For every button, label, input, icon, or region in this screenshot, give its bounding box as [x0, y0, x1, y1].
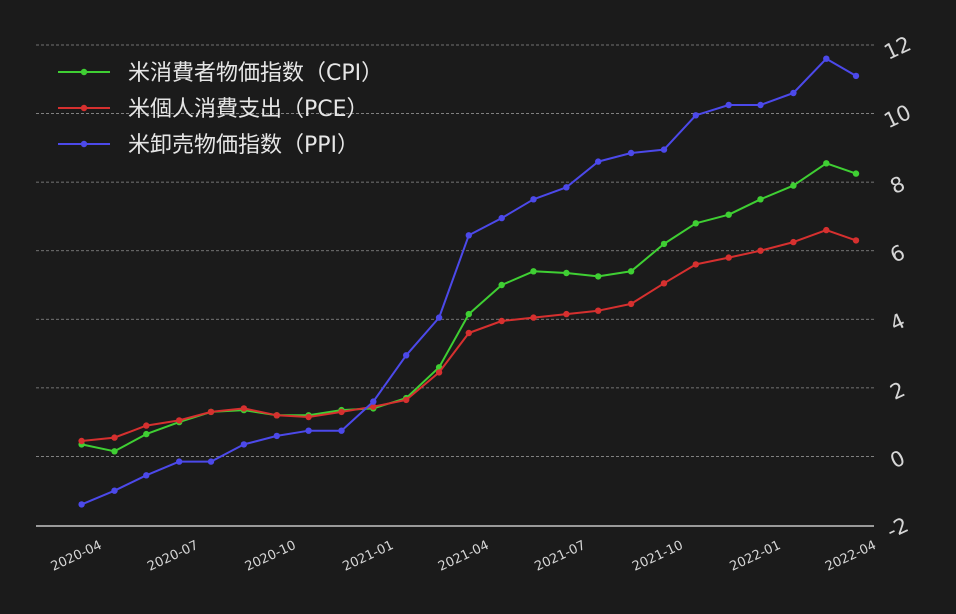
data-point-s1-2 [143, 422, 150, 429]
y-tick-label: 8 [886, 172, 908, 199]
x-tick-label: 2020-04 [49, 538, 105, 575]
data-point-s2-6 [273, 432, 280, 440]
data-point-s1-19 [692, 261, 699, 268]
data-point-s0-17 [627, 268, 635, 275]
data-point-s2-16 [595, 158, 602, 165]
data-point-s1-8 [338, 408, 345, 416]
data-point-s2-7 [305, 427, 312, 434]
data-point-s1-16 [595, 307, 602, 314]
data-point-s2-0 [78, 501, 85, 508]
x-tick-label: 2021-07 [532, 538, 588, 575]
legend: 米消費者物価指数（CPI） 米個人消費支出（PCE） 米卸売物価指数（PPI） [58, 61, 383, 158]
legend-label-1: 米個人消費支出（PCE） [128, 97, 369, 122]
legend-label-2: 米卸売物価指数（PPI） [128, 133, 359, 158]
data-point-s0-23 [823, 160, 830, 167]
data-point-s2-20 [725, 101, 732, 109]
y-tick-label: -2 [883, 513, 912, 544]
data-point-s0-14 [530, 268, 537, 275]
data-point-s1-13 [498, 317, 505, 325]
data-point-s2-3 [176, 458, 183, 465]
data-point-s2-10 [403, 352, 410, 359]
data-point-s2-2 [143, 472, 150, 479]
data-point-s1-23 [823, 226, 830, 234]
x-tick-label: 2021-01 [340, 538, 396, 575]
data-point-s1-5 [240, 405, 248, 412]
data-point-s1-9 [370, 403, 377, 410]
data-point-s2-4 [207, 458, 215, 465]
data-point-s2-23 [823, 55, 830, 62]
data-point-s0-21 [757, 196, 764, 203]
data-point-s1-6 [273, 412, 280, 419]
y-tick-label: 2 [886, 377, 908, 404]
data-point-s1-7 [305, 413, 312, 421]
y-tick-label: 6 [886, 240, 908, 267]
y-tick-label: 4 [886, 309, 908, 336]
data-point-s2-14 [530, 196, 537, 203]
data-point-s2-19 [692, 112, 699, 119]
legend-swatch-marker-1 [80, 104, 88, 112]
x-tick-label: 2021-04 [436, 538, 492, 575]
data-point-s0-2 [143, 430, 150, 438]
legend-label-0: 米消費者物価指数（CPI） [128, 61, 383, 86]
data-point-s1-12 [465, 329, 472, 337]
data-point-s2-24 [852, 72, 860, 80]
data-point-s0-12 [465, 310, 472, 318]
x-tick-label: 2021-10 [630, 538, 686, 575]
data-point-s2-11 [435, 314, 443, 321]
data-point-s1-4 [207, 408, 215, 416]
data-point-s1-22 [790, 238, 797, 246]
data-point-s1-20 [725, 254, 732, 261]
data-point-s1-11 [435, 369, 443, 376]
data-point-s0-20 [725, 211, 732, 218]
data-point-s2-13 [498, 214, 505, 222]
data-point-s1-1 [111, 434, 118, 441]
x-tick-label: 2022-04 [823, 538, 879, 575]
data-point-s2-1 [111, 487, 118, 494]
data-point-s2-5 [240, 441, 248, 448]
x-tick-label: 2020-10 [243, 538, 299, 575]
x-tick-label: 2022-01 [728, 538, 784, 575]
data-point-s2-12 [465, 232, 472, 239]
x-tick-label: 2020-07 [145, 538, 201, 575]
data-point-s1-14 [530, 314, 537, 321]
data-point-s0-1 [111, 448, 118, 455]
series-layer [78, 55, 860, 508]
data-point-s1-0 [78, 437, 85, 445]
data-point-s1-21 [757, 247, 764, 254]
y-tick-label: 10 [880, 100, 914, 133]
data-point-s2-15 [563, 184, 570, 191]
data-point-s0-24 [852, 170, 860, 177]
series-line-2 [81, 57, 857, 506]
legend-swatch-marker-0 [80, 68, 88, 76]
data-point-s0-13 [498, 281, 505, 289]
data-point-s1-24 [852, 237, 860, 244]
data-point-s0-19 [692, 220, 699, 227]
data-point-s2-21 [757, 101, 764, 109]
data-point-s0-18 [660, 240, 668, 248]
data-point-s0-16 [595, 273, 602, 280]
data-point-s1-17 [627, 300, 635, 308]
y-tick-label: 0 [886, 446, 908, 473]
series-line-0 [81, 162, 857, 453]
data-point-s2-17 [627, 149, 635, 157]
data-point-s1-18 [660, 280, 668, 287]
legend-swatch-marker-2 [80, 140, 88, 148]
data-point-s0-22 [790, 182, 797, 189]
data-point-s2-9 [370, 398, 377, 405]
data-point-s2-18 [660, 146, 668, 153]
data-point-s2-8 [338, 427, 345, 434]
y-tick-label: 12 [880, 32, 914, 65]
data-point-s1-15 [563, 310, 570, 318]
data-point-s0-15 [563, 269, 570, 277]
data-point-s2-22 [790, 89, 797, 97]
data-point-s1-10 [403, 396, 410, 404]
data-point-s1-3 [176, 417, 183, 424]
